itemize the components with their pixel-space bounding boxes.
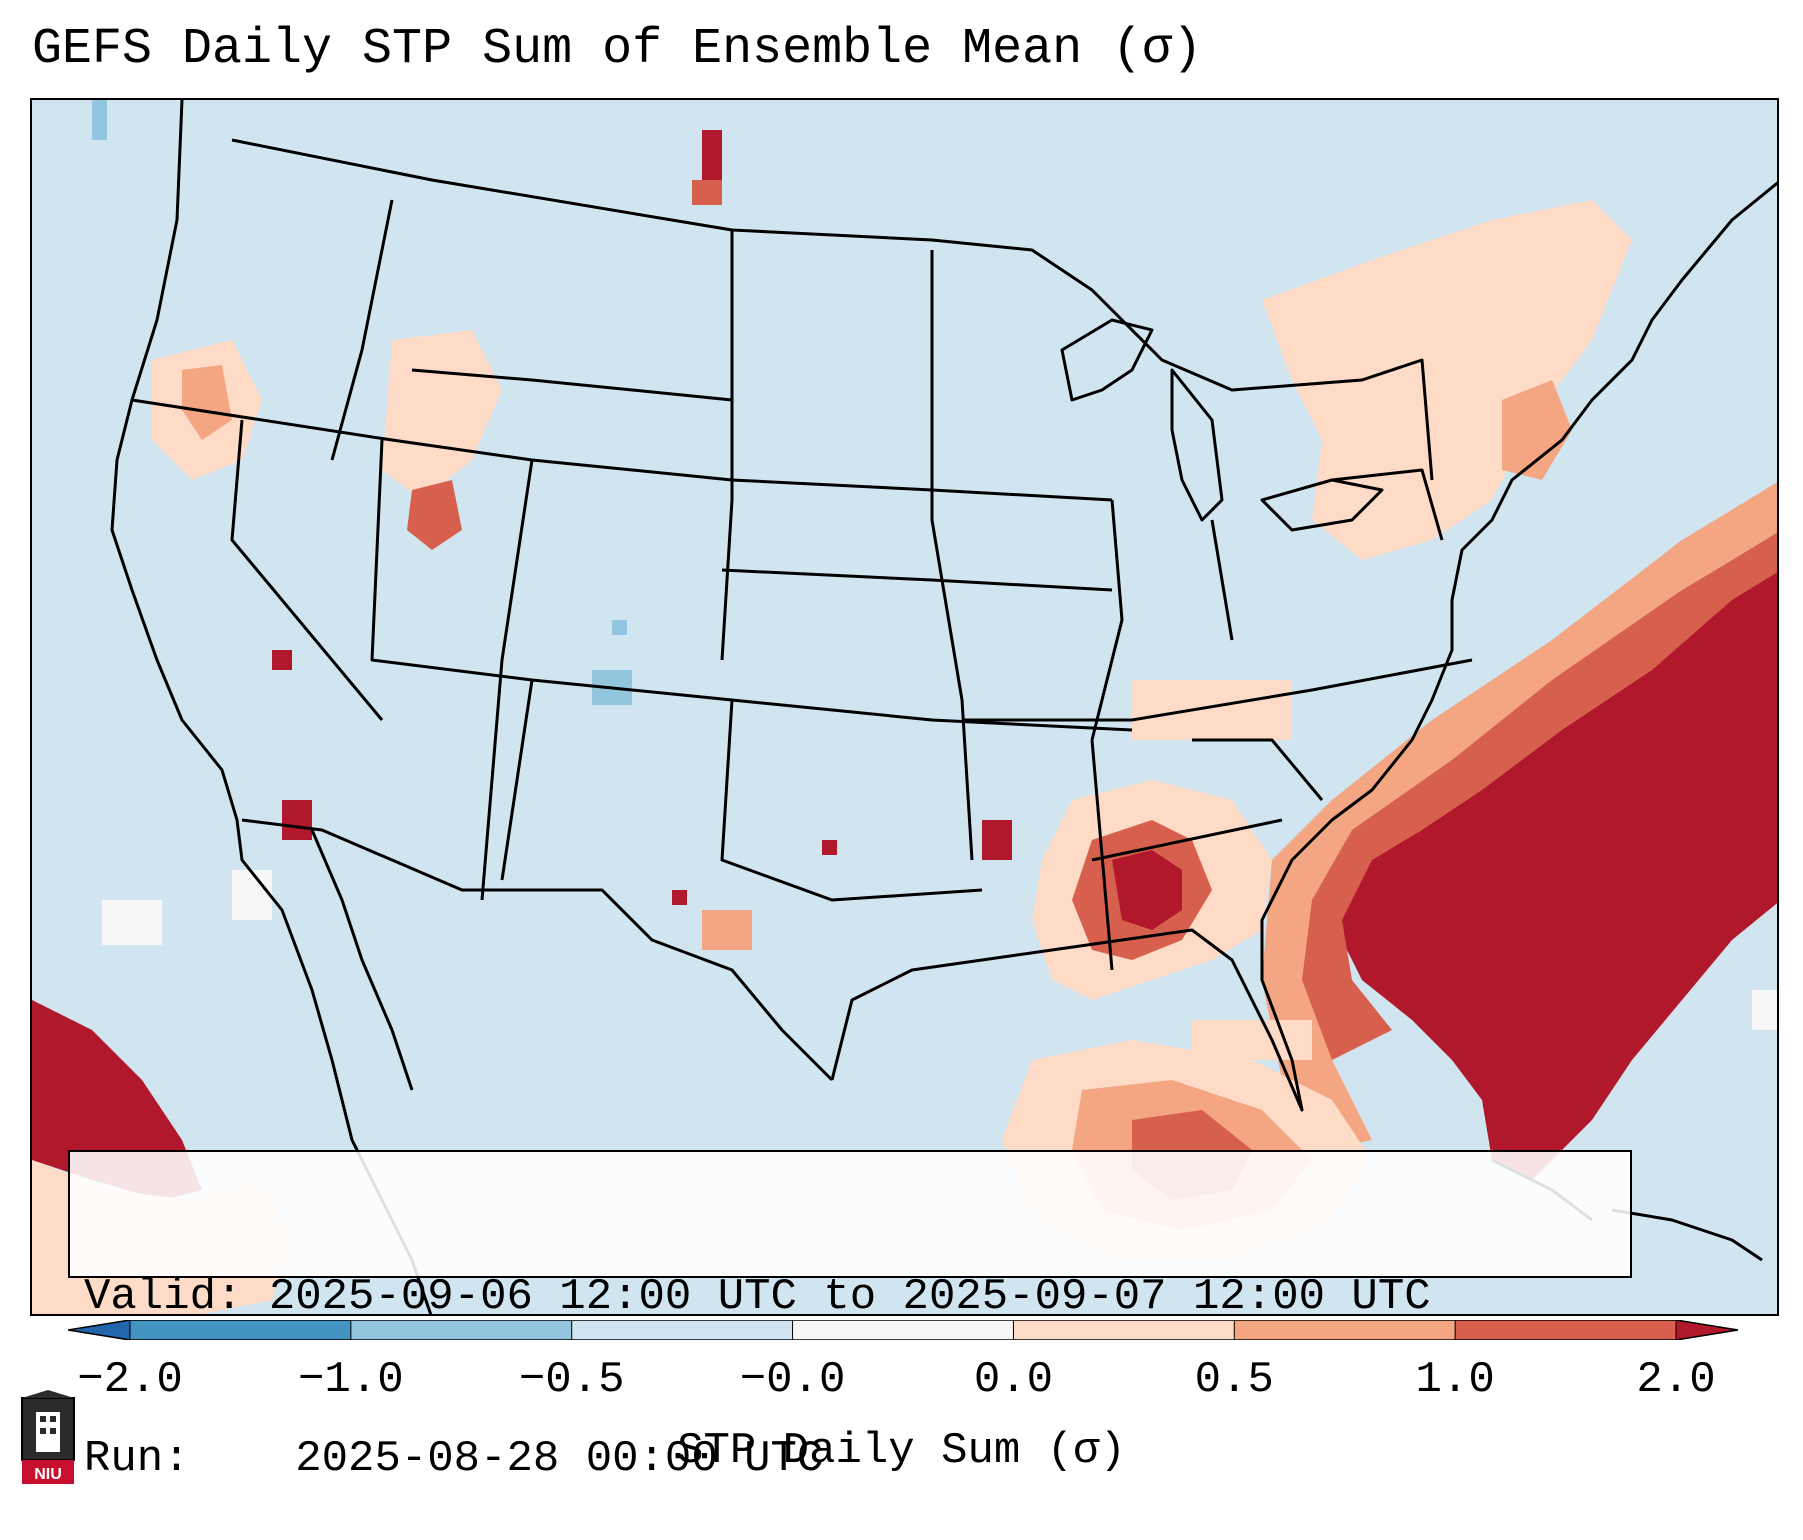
colorbar-segment <box>1013 1320 1235 1340</box>
logo-text-bg <box>22 1460 74 1484</box>
anomaly-block <box>702 910 752 950</box>
run-value: 2025-08-28 00:00 UTC <box>295 1434 824 1484</box>
valid-line: Valid: 2025-09-06 12:00 UTC to 2025-09-0… <box>84 1270 1630 1324</box>
anomaly-block-negative <box>612 620 627 635</box>
colorbar-segment <box>130 1320 352 1340</box>
anomaly-block <box>1132 680 1292 740</box>
colorbar-label: STP Daily Sum (σ) <box>677 1426 1126 1476</box>
valid-label: Valid: <box>84 1272 243 1322</box>
colorbar-tick-label: −0.5 <box>518 1355 625 1405</box>
colorbar-tick-label: 0.5 <box>1194 1355 1274 1405</box>
colorbar-extend-high <box>1676 1320 1738 1340</box>
coastline-baja <box>310 829 414 1091</box>
colorbar-segment <box>1234 1320 1456 1340</box>
colorbar-segment <box>792 1320 1014 1340</box>
great-lakes <box>1060 318 1154 402</box>
colorbar-extend-low <box>68 1320 130 1340</box>
anomaly-block <box>272 650 292 670</box>
anomaly-block <box>982 820 1012 860</box>
logo-text: NIU <box>34 1466 62 1483</box>
state-lines <box>131 199 1473 971</box>
anomaly-region-atlantic-strong <box>1332 552 1777 1180</box>
map-panel <box>30 98 1779 1316</box>
niu-logo-icon: NIU <box>21 1390 75 1484</box>
border-us-canada <box>231 138 1434 481</box>
anomaly-block <box>1192 1020 1312 1060</box>
colorbar <box>68 1320 1738 1340</box>
colorbar-segment <box>571 1320 794 1340</box>
map-canvas <box>32 100 1777 1314</box>
run-line: Run: 2025-08-28 00:00 UTC <box>84 1432 1630 1486</box>
colorbar-tick-label: 1.0 <box>1415 1355 1495 1405</box>
anomaly-block <box>282 800 312 840</box>
anomaly-block-neutral <box>232 870 272 920</box>
anomaly-block <box>702 130 722 180</box>
anomaly-block-negative <box>92 100 107 140</box>
anomaly-region-atlantic-moderate <box>1282 532 1777 1060</box>
colorbar-segment <box>1455 1320 1677 1340</box>
anomaly-region-idaho-moderate <box>407 480 462 550</box>
anomaly-block <box>822 840 837 855</box>
colorbar-tick-label: 2.0 <box>1636 1355 1716 1405</box>
colorbar-segment <box>350 1320 573 1340</box>
great-lakes <box>1260 478 1384 532</box>
anomaly-region-alabama-strong <box>1112 850 1182 930</box>
run-label: Run: <box>84 1434 190 1484</box>
colorbar-tick-label: −2.0 <box>77 1355 183 1405</box>
border-us-mexico <box>241 818 834 1082</box>
colorbar-tick-label: −1.0 <box>298 1355 404 1405</box>
anomaly-block <box>692 180 722 205</box>
anomaly-region-pnw-moderate <box>182 365 232 440</box>
anomaly-block-neutral <box>1752 990 1777 1030</box>
anomaly-region-northeast-light <box>1262 200 1632 560</box>
anomaly-block-neutral <box>102 900 162 945</box>
valid-value: 2025-09-06 12:00 UTC to 2025-09-07 12:00… <box>268 1272 1431 1322</box>
anomaly-region-atlantic-light <box>1262 482 1777 1150</box>
boundary-lines <box>110 100 1777 1314</box>
great-lakes <box>1170 368 1224 522</box>
anomaly-region-idaho-light <box>382 330 502 500</box>
anomaly-region-northeast-moderate <box>1502 380 1572 480</box>
anomaly-block <box>672 890 687 905</box>
colorbar-tick-label: 0.0 <box>973 1355 1054 1405</box>
colorbar-tick-label: −0.0 <box>739 1355 846 1405</box>
validity-info-box: Valid: 2025-09-06 12:00 UTC to 2025-09-0… <box>68 1150 1632 1484</box>
chart-title: GEFS Daily STP Sum of Ensemble Mean (σ) <box>32 21 1203 78</box>
